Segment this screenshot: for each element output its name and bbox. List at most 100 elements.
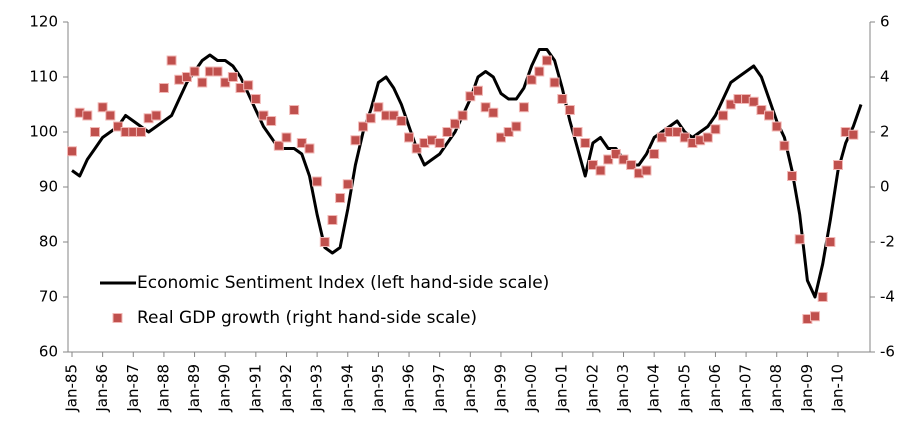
x-tick-label: Jan-85 [63,364,81,413]
y-tick-label: 60 [39,343,58,361]
gdp-marker [771,121,782,132]
gdp-marker [266,116,277,126]
gdp-marker [258,110,269,121]
x-tick-label: Jan-02 [583,364,601,413]
gdp-marker [511,121,522,132]
gdp-marker [564,105,575,115]
legend-swatch [112,313,123,323]
gdp-marker [89,127,100,137]
gdp-marker [572,127,583,137]
gdp-marker [365,113,376,124]
x-tick-label: Jan-03 [614,364,632,413]
y2-tick-label: 2 [880,123,890,141]
legend-label: Real GDP growth (right hand-side scale) [137,308,477,328]
gdp-marker [312,176,323,187]
gdp-marker [67,146,77,157]
gdp-marker [518,102,529,113]
y2-tick-label: -2 [880,233,895,251]
gdp-marker [718,110,729,121]
gdp-marker [105,110,116,121]
gdp-marker [212,66,223,77]
x-tick-label: Jan-91 [246,364,264,413]
gdp-marker [817,292,828,302]
gdp-marker [603,154,614,165]
gdp-marker [794,234,805,245]
gdp-marker [488,107,499,118]
x-tick-label: Jan-99 [491,364,509,413]
x-tick-label: Jan-97 [430,364,448,413]
x-tick-label: Jan-04 [645,364,663,413]
x-tick-label: Jan-94 [338,364,356,413]
gdp-marker [296,138,307,148]
x-tick-label: Jan-08 [767,364,785,413]
gdp-marker [541,55,552,66]
y-tick-label: 100 [29,123,58,141]
gdp-marker [227,72,238,82]
gdp-marker [396,116,407,126]
x-tick-label: Jan-93 [308,364,326,413]
gdp-marker [595,165,606,176]
gdp-marker [810,311,821,322]
gdp-marker [327,215,338,225]
x-tick-label: Jan-01 [553,364,571,413]
gdp-marker [304,143,315,154]
gdp-marker [158,83,169,93]
x-tick-label: Jan-89 [185,364,203,413]
x-tick-label: Jan-09 [798,364,816,413]
gdp-marker [442,127,453,137]
gdp-marker [526,74,537,85]
gdp-marker [319,237,330,247]
gdp-marker [549,77,560,88]
gdp-marker [166,55,177,66]
x-tick-label: Jan-05 [675,364,693,413]
gdp-marker [672,127,683,137]
gdp-marker [289,105,300,115]
gdp-marker [480,102,491,113]
gdp-marker [656,132,667,143]
gdp-marker [787,171,798,181]
x-tick-label: Jan-96 [400,364,418,413]
gdp-marker [112,121,123,132]
y2-tick-label: 0 [880,178,890,196]
y2-tick-label: -4 [880,288,895,306]
gdp-marker [457,110,468,121]
gdp-marker [710,124,721,135]
gdp-marker [434,138,445,148]
x-tick-label: Jan-86 [93,364,111,413]
x-tick-label: Jan-95 [369,364,387,413]
gdp-marker [197,77,208,88]
gdp-marker [580,138,591,148]
gdp-marker [388,110,399,121]
x-tick-label: Jan-88 [154,364,172,413]
x-tick-label: Jan-00 [522,364,540,413]
x-tick-label: Jan-87 [124,364,142,413]
gdp-marker [748,96,759,107]
gdp-marker [503,127,514,137]
gdp-marker [404,132,415,143]
gdp-marker [649,149,660,159]
x-tick-label: Jan-92 [277,364,295,413]
gdp-marker [725,99,736,110]
gdp-marker [779,140,790,151]
gdp-marker [848,129,859,140]
gdp-marker [411,143,422,154]
gdp-marker [342,179,353,190]
gdp-marker [250,94,261,104]
gdp-marker [534,66,545,77]
y2-tick-label: 6 [880,13,890,31]
x-tick-label: Jan-07 [737,364,755,413]
gdp-marker [679,132,690,143]
gdp-marker [243,80,254,91]
gdp-marker [833,160,843,170]
gdp-marker [135,127,146,137]
gdp-marker [220,77,231,88]
gdp-marker [587,160,598,170]
y-tick-label: 80 [39,233,58,251]
gdp-marker [626,160,637,170]
gdp-marker [465,91,476,102]
gdp-marker [472,85,483,96]
gdp-marker [273,140,284,151]
esi-line [71,48,863,299]
gdp-marker [618,154,629,165]
